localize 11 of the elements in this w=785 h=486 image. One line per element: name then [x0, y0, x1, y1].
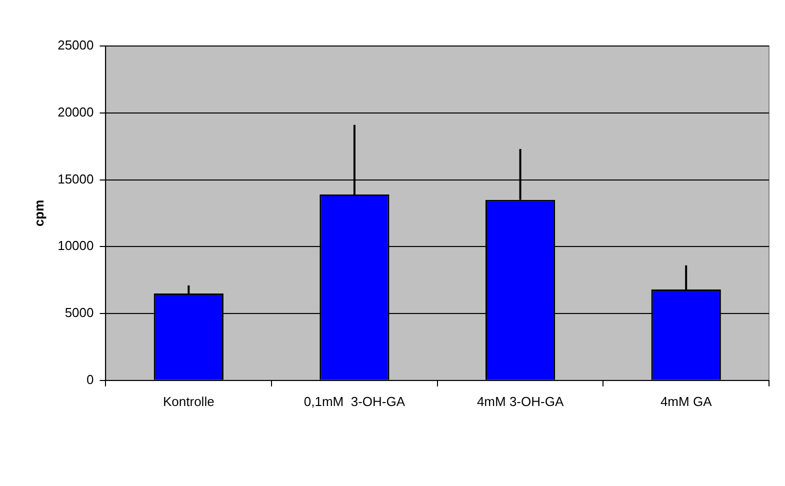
y-tick-label: 10000	[58, 238, 94, 254]
y-tick-label: 25000	[58, 38, 94, 53]
y-tick-label: 20000	[58, 104, 94, 120]
y-tick-label: 15000	[58, 171, 94, 186]
x-tick-label: 4mM GA	[660, 394, 712, 409]
x-tick-label: 4mM 3-OH-GA	[476, 394, 564, 409]
y-axis-title: cpm	[31, 200, 46, 227]
y-tick-label: 0	[86, 372, 94, 387]
x-tick-label: Kontrolle	[163, 394, 214, 409]
y-tick-label: 5000	[64, 305, 94, 320]
x-tick-label: 0,1mM 3-OH-GA	[304, 394, 406, 409]
